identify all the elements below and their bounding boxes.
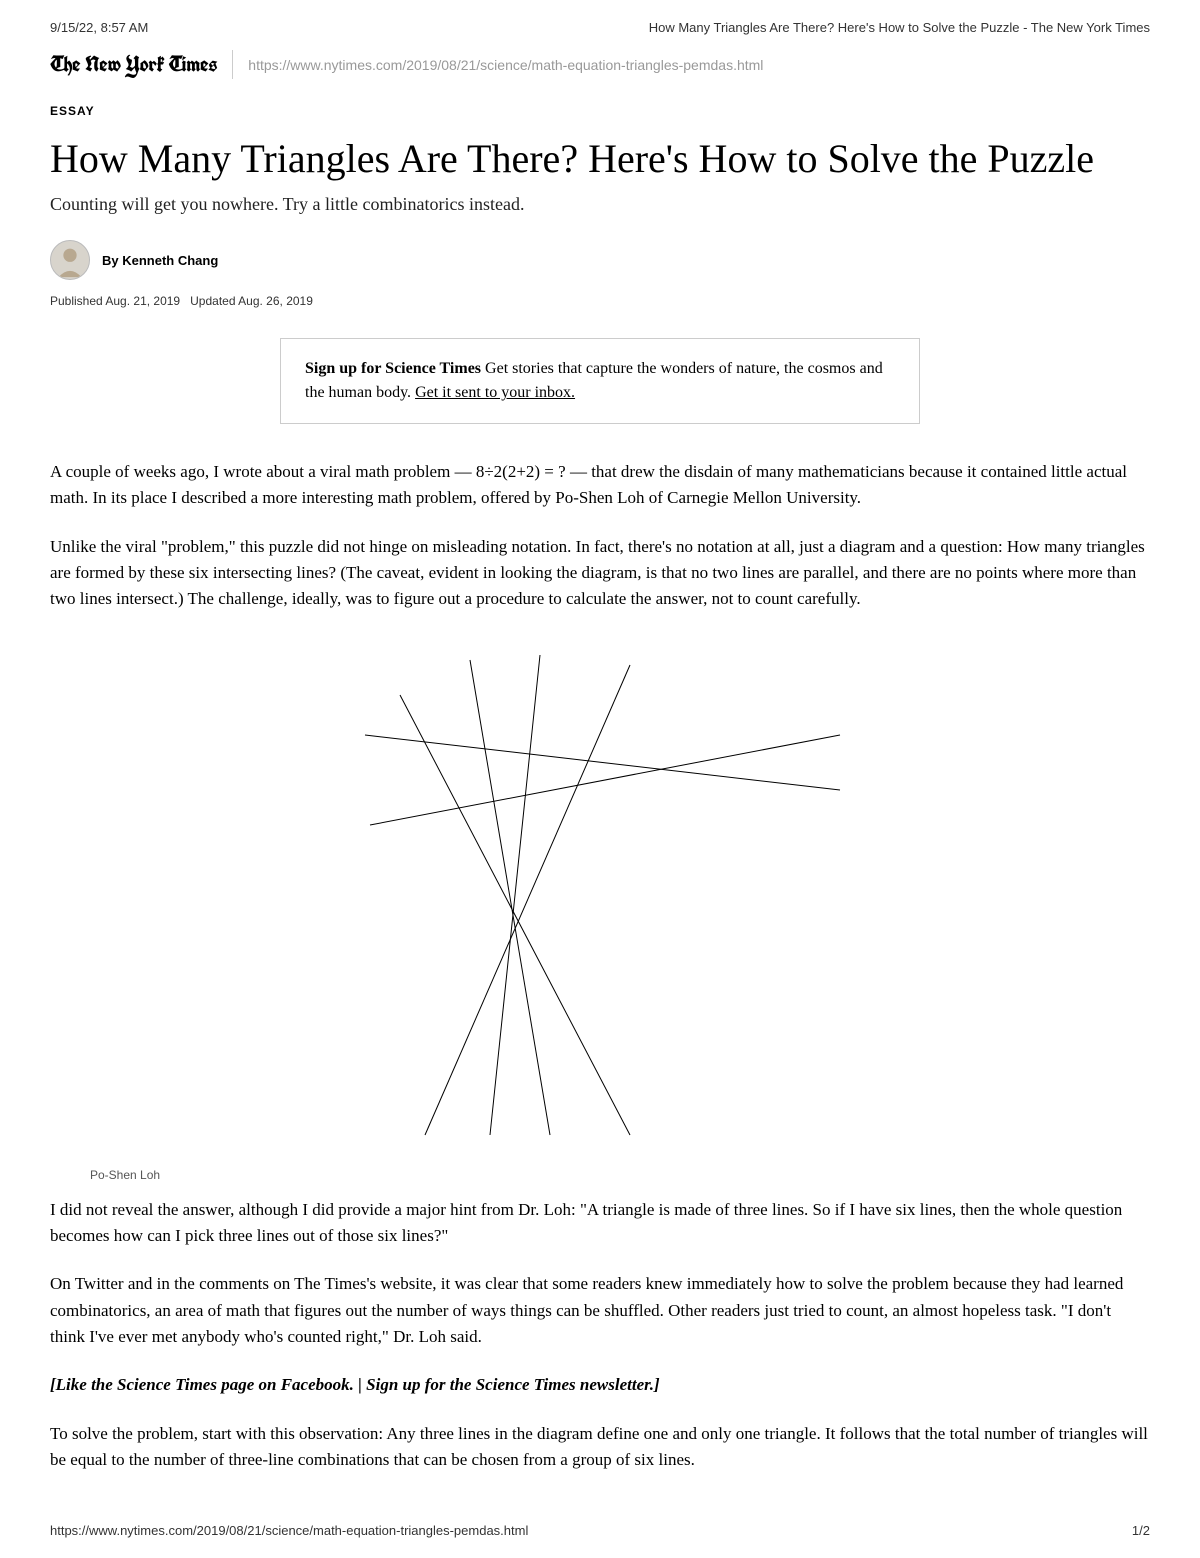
paragraph-6: To solve the problem, start with this ob… <box>50 1421 1150 1474</box>
paragraph-1: A couple of weeks ago, I wrote about a v… <box>50 459 1150 512</box>
paragraph-3: I did not reveal the answer, although I … <box>50 1197 1150 1250</box>
updated-date: Updated Aug. 26, 2019 <box>190 294 313 308</box>
print-timestamp: 9/15/22, 8:57 AM <box>50 20 148 35</box>
brand-logo[interactable]: The New York Times <box>50 50 233 79</box>
byline-row: By Kenneth Chang <box>50 240 1150 280</box>
byline-author[interactable]: Kenneth Chang <box>122 253 218 268</box>
footer-page: 1/2 <box>1132 1523 1150 1538</box>
signup-box: Sign up for Science Times Get stories th… <box>280 338 920 424</box>
headline: How Many Triangles Are There? Here's How… <box>50 136 1150 182</box>
signup-link[interactable]: Get it sent to your inbox. <box>415 384 575 401</box>
print-title: How Many Triangles Are There? Here's How… <box>649 20 1150 35</box>
subhead: Counting will get you nowhere. Try a lit… <box>50 194 1150 215</box>
author-avatar[interactable] <box>50 240 90 280</box>
publish-dates: Published Aug. 21, 2019 Updated Aug. 26,… <box>50 294 1150 308</box>
masthead-row: The New York Times https://www.nytimes.c… <box>50 50 1150 79</box>
paragraph-4: On Twitter and in the comments on The Ti… <box>50 1271 1150 1350</box>
paragraph-5-text: [Like the Science Times page on Facebook… <box>50 1375 660 1394</box>
paragraph-5: [Like the Science Times page on Facebook… <box>50 1372 1150 1398</box>
print-footer: https://www.nytimes.com/2019/08/21/scien… <box>50 1523 1150 1538</box>
signup-bold: Sign up for Science Times <box>305 360 481 377</box>
figure-wrap: Po-Shen Loh <box>50 635 1150 1182</box>
footer-url: https://www.nytimes.com/2019/08/21/scien… <box>50 1523 528 1538</box>
print-header: 9/15/22, 8:57 AM How Many Triangles Are … <box>50 20 1150 35</box>
paragraph-2: Unlike the viral "problem," this puzzle … <box>50 534 1150 613</box>
byline: By Kenneth Chang <box>102 253 218 268</box>
byline-prefix: By <box>102 253 122 268</box>
url-display: https://www.nytimes.com/2019/08/21/scien… <box>233 57 763 73</box>
triangle-diagram <box>340 635 860 1160</box>
figure-caption: Po-Shen Loh <box>50 1168 1150 1182</box>
kicker: ESSAY <box>50 104 1150 118</box>
published-date: Published Aug. 21, 2019 <box>50 294 180 308</box>
